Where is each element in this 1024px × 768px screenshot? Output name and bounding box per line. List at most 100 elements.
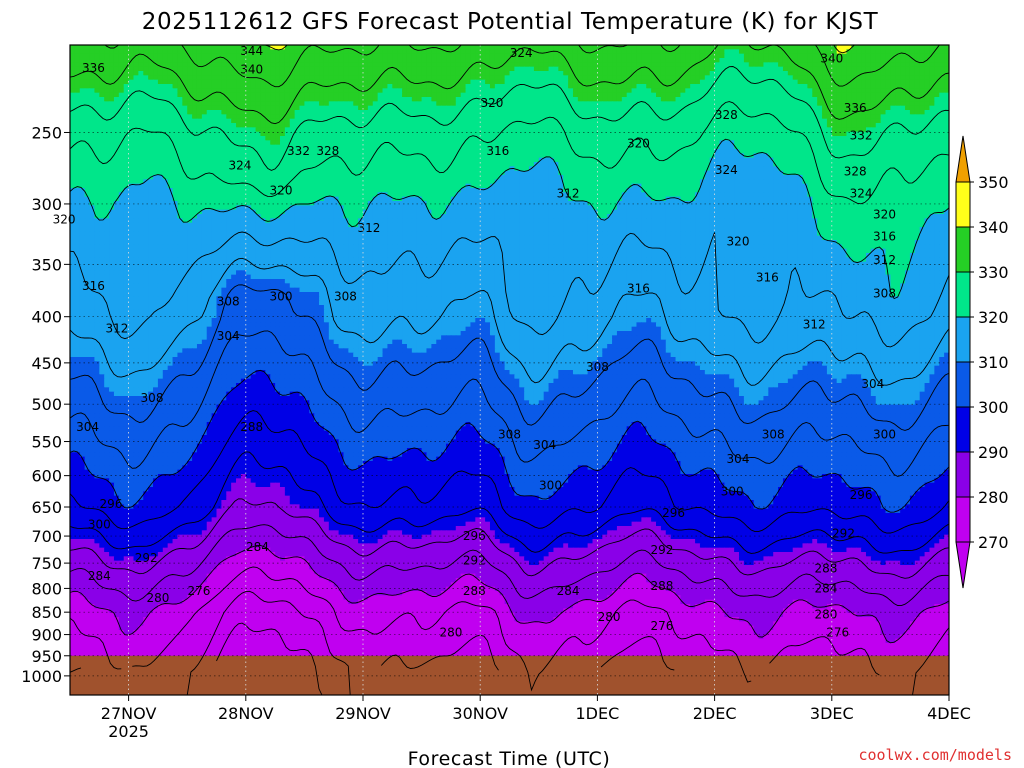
y-tick-label: 750 — [31, 554, 62, 573]
contour-label: 328 — [844, 164, 867, 178]
contour-label: 276 — [826, 625, 849, 639]
y-tick-label: 550 — [31, 433, 62, 452]
contour-label: 296 — [662, 506, 685, 520]
y-tick-label: 1000 — [21, 667, 62, 686]
contour-label: 312 — [105, 321, 128, 335]
y-tick-label: 800 — [31, 579, 62, 598]
colorbar-box — [956, 362, 970, 407]
contour-label: 308 — [217, 295, 240, 309]
colorbar-label: 280 — [978, 488, 1009, 507]
contour-label: 336 — [844, 101, 867, 115]
y-tick-label: 650 — [31, 498, 62, 517]
contour-label: 308 — [586, 360, 609, 374]
contour-label: 324 — [850, 186, 873, 200]
x-tick-label: 1DEC — [576, 704, 620, 723]
y-tick-label: 500 — [31, 395, 62, 414]
contour-label: 292 — [463, 554, 486, 568]
contour-label: 308 — [141, 391, 164, 405]
contour-label: 340 — [240, 63, 263, 77]
colorbar-box — [956, 452, 970, 497]
y-tick-label: 850 — [31, 603, 62, 622]
y-tick-label: 400 — [31, 308, 62, 327]
contour-label: 288 — [240, 420, 263, 434]
x-tick-label: 27NOV — [101, 704, 157, 723]
contour-label: 292 — [650, 543, 673, 557]
contour-label: 288 — [650, 579, 673, 593]
contour-label: 284 — [557, 584, 580, 598]
contour-label: 300 — [270, 290, 293, 304]
contour-label: 276 — [187, 584, 210, 598]
contour-label: 332 — [287, 144, 310, 158]
contour-label: 320 — [270, 184, 293, 198]
source-watermark: coolwx.com/models — [858, 746, 1012, 764]
contour-label: 316 — [627, 281, 650, 295]
colorbar-label: 350 — [978, 173, 1009, 192]
contour-label: 296 — [100, 497, 123, 511]
contour-label: 316 — [486, 144, 509, 158]
colorbar-label: 290 — [978, 443, 1009, 462]
colorbar-box — [956, 227, 970, 272]
contour-label: 320 — [873, 207, 896, 221]
x-tick-label: 4DEC — [927, 704, 971, 723]
x-tick-label: 2DEC — [693, 704, 737, 723]
colorbar-box — [956, 272, 970, 317]
plot-area — [70, 45, 950, 696]
contour-label: 308 — [873, 287, 896, 301]
y-tick-label: 300 — [31, 195, 62, 214]
colorbar-label: 300 — [978, 398, 1009, 417]
contour-label: 324 — [510, 46, 533, 60]
contour-label: 284 — [246, 540, 269, 554]
contour-label: 336 — [82, 61, 105, 75]
contour-label: 308 — [762, 427, 785, 441]
contour-label: 320 — [53, 212, 76, 226]
x-tick-sublabel: 2025 — [108, 722, 149, 741]
y-tick-label: 600 — [31, 467, 62, 486]
contour-label: 344 — [240, 44, 263, 58]
colorbar-cap-top — [956, 136, 970, 182]
y-axis: 2503003504004505005506006507007508008509… — [21, 123, 70, 685]
contour-label: 320 — [727, 234, 750, 248]
contour-label: 316 — [756, 271, 779, 285]
colorbar-cap-bottom — [956, 542, 970, 588]
contour-label: 304 — [861, 377, 884, 391]
contour-label: 312 — [557, 186, 580, 200]
contour-label: 324 — [715, 163, 738, 177]
y-tick-label: 450 — [31, 354, 62, 373]
y-tick-label: 700 — [31, 527, 62, 546]
colorbar-box — [956, 317, 970, 362]
colorbar-label: 340 — [978, 218, 1009, 237]
chart-title: 2025112612 GFS Forecast Potential Temper… — [142, 9, 879, 35]
colorbar-box — [956, 182, 970, 227]
contour-label: 328 — [316, 144, 339, 158]
contour-label: 296 — [850, 488, 873, 502]
colorbar-box — [956, 407, 970, 452]
contour-label: 288 — [463, 584, 486, 598]
contour-label: 316 — [873, 230, 896, 244]
contour-label: 304 — [217, 329, 240, 343]
y-tick-label: 900 — [31, 626, 62, 645]
contour-label: 312 — [357, 221, 380, 235]
colorbar-box — [956, 497, 970, 542]
contour-label: 324 — [228, 159, 251, 173]
x-tick-label: 3DEC — [810, 704, 854, 723]
x-tick-label: 30NOV — [452, 704, 508, 723]
contour-label: 332 — [850, 129, 873, 143]
contour-label: 280 — [439, 625, 462, 639]
contour-label: 304 — [76, 420, 99, 434]
contour-label: 304 — [533, 438, 556, 452]
colorbar-label: 310 — [978, 353, 1009, 372]
x-tick-label: 28NOV — [218, 704, 274, 723]
contour-label: 280 — [814, 608, 837, 622]
contour-label: 300 — [539, 478, 562, 492]
contour-label: 320 — [627, 136, 650, 150]
y-tick-label: 250 — [31, 123, 62, 142]
contour-label: 308 — [498, 427, 521, 441]
contour-label: 304 — [727, 452, 750, 466]
x-axis-title: Forecast Time (UTC) — [408, 748, 611, 768]
contour-label: 292 — [832, 526, 855, 540]
colorbar-label: 320 — [978, 308, 1009, 327]
contour-label: 320 — [480, 96, 503, 110]
